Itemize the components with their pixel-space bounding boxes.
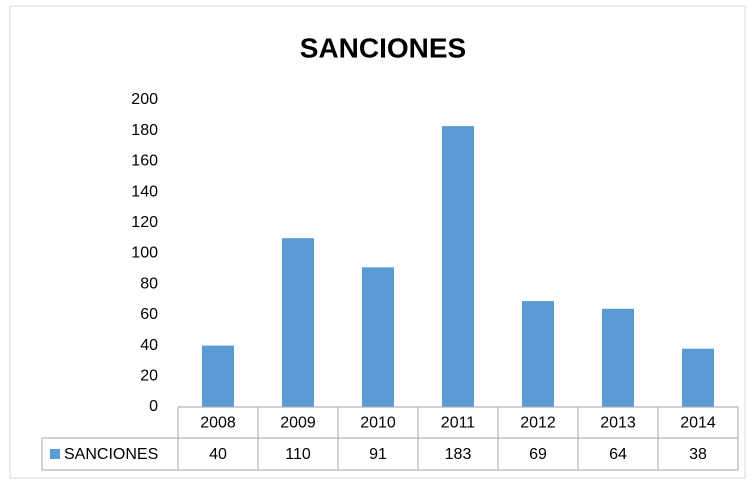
bar — [682, 348, 714, 407]
x-tick-label: 2014 — [680, 415, 716, 432]
x-tick-label: 2013 — [600, 415, 636, 432]
y-tick-label: 60 — [140, 306, 158, 323]
y-tick-label: 160 — [131, 153, 158, 170]
bar — [602, 308, 634, 407]
legend-swatch — [50, 449, 60, 459]
y-tick-label: 20 — [140, 368, 158, 385]
table-value: 183 — [445, 446, 472, 463]
bar — [362, 267, 394, 407]
x-tick-label: 2009 — [280, 415, 316, 432]
y-tick-label: 0 — [149, 398, 158, 415]
x-tick-label: 2012 — [520, 415, 556, 432]
table-value: 91 — [369, 446, 387, 463]
table-value: 110 — [285, 446, 311, 463]
table-value: 40 — [209, 446, 227, 463]
table-value: 64 — [609, 446, 627, 463]
x-tick-label: 2011 — [441, 415, 476, 432]
bar — [522, 301, 554, 407]
bar — [442, 126, 474, 407]
table-value: 69 — [529, 446, 547, 463]
y-tick-label: 120 — [131, 214, 158, 231]
bar — [202, 345, 234, 407]
x-tick-label: 2010 — [360, 415, 396, 432]
y-tick-label: 140 — [131, 183, 158, 200]
y-tick-label: 200 — [131, 91, 158, 108]
legend-label: SANCIONES — [64, 446, 158, 463]
y-tick-label: 40 — [140, 337, 158, 354]
bar — [282, 238, 314, 407]
y-tick-label: 100 — [131, 245, 158, 262]
x-tick-label: 2008 — [200, 415, 236, 432]
table-value: 38 — [689, 446, 707, 463]
chart-title: SANCIONES — [300, 32, 466, 63]
y-tick-label: 180 — [131, 122, 158, 139]
y-tick-label: 80 — [140, 275, 158, 292]
